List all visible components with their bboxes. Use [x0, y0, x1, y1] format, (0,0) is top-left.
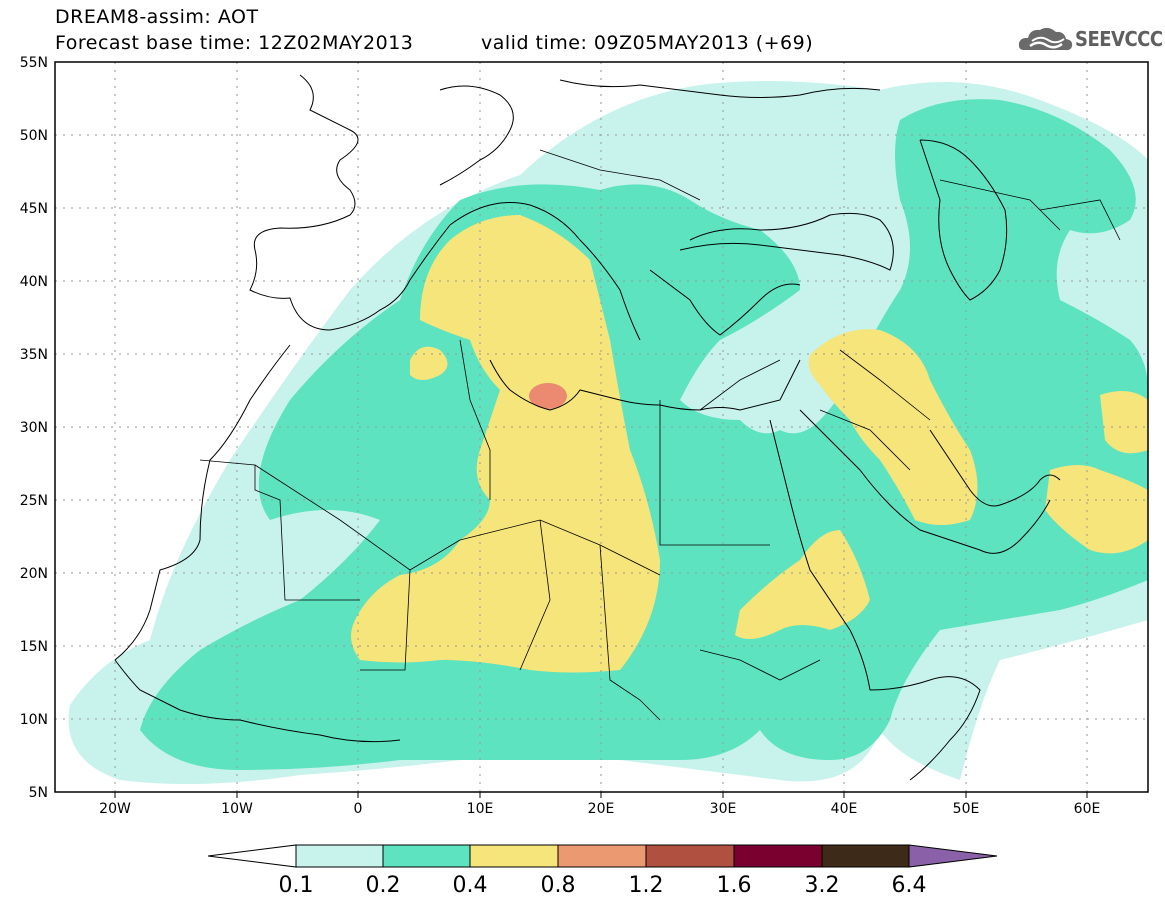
colorbar-label: 0.8: [541, 873, 576, 898]
lon-label: 20E: [588, 801, 615, 817]
lat-label: 5N: [29, 785, 48, 801]
aot-region-0.4-sudan: [735, 530, 870, 639]
map-grid: [55, 62, 1148, 792]
lon-label: 60E: [1074, 801, 1101, 817]
colorbar-label: 6.4: [892, 873, 927, 898]
aot-contours: [55, 62, 1148, 792]
coastlines: [114, 74, 1061, 781]
aot-region-0.4-arabia: [808, 329, 978, 525]
lat-label: 40N: [20, 274, 48, 290]
valid-time: valid time: 09Z05MAY2013 (+69): [481, 32, 814, 54]
aot-region-0.4-gulf: [1100, 391, 1148, 454]
country-borders: [199, 149, 1121, 721]
axis-ticks: [114, 792, 1088, 798]
colorbar-label: 0.1: [279, 873, 314, 898]
lon-label: 40E: [831, 801, 858, 817]
lon-label: 30E: [710, 801, 737, 817]
forecast-base-time: Forecast base time: 12Z02MAY2013: [55, 32, 414, 54]
colorbar-label: 3.2: [805, 873, 840, 898]
aot-region-0.4-west: [410, 346, 448, 380]
lon-labels: 20W 10W 0 10E 20E 30E 40E 50E 60E: [99, 801, 1100, 817]
lat-label: 55N: [20, 55, 48, 71]
lon-label: 20W: [99, 801, 131, 817]
lon-label: 10E: [467, 801, 494, 817]
colorbar-label: 0.2: [366, 873, 401, 898]
colorbar-segment: [645, 844, 735, 868]
colorbar-segment: [469, 844, 559, 868]
colorbar-segment: [557, 844, 647, 868]
lat-label: 15N: [20, 639, 48, 655]
lon-label: 50E: [953, 801, 980, 817]
colorbar-labels: 0.1 0.2 0.4 0.8 1.2 1.6 3.2 6.4: [279, 873, 927, 898]
lat-label: 10N: [20, 712, 48, 728]
colorbar-label: 1.2: [629, 873, 664, 898]
logo-text: SEEVCCC: [1075, 27, 1163, 51]
colorbar-label: 1.6: [717, 873, 752, 898]
lon-label: 0: [354, 801, 363, 817]
colorbar-segment: [207, 844, 297, 868]
lat-label: 50N: [20, 128, 48, 144]
lat-label: 30N: [20, 420, 48, 436]
lat-label: 35N: [20, 347, 48, 363]
seevccc-logo-icon: [1018, 27, 1073, 51]
colorbar-segment: [908, 844, 998, 868]
lon-label: 10W: [221, 801, 253, 817]
lat-label: 25N: [20, 493, 48, 509]
lat-label: 45N: [20, 201, 48, 217]
lat-labels: 55N 50N 45N 40N 35N 30N 25N 20N 15N 10N …: [20, 55, 48, 801]
aot-region-0.4-east: [1045, 465, 1148, 554]
colorbar-segment: [382, 844, 471, 868]
map-title: DREAM8-assim: AOT: [55, 6, 259, 28]
colorbar: [207, 844, 998, 868]
lat-label: 20N: [20, 566, 48, 582]
colorbar-label: 0.4: [453, 873, 488, 898]
colorbar-segment: [733, 844, 823, 868]
aot-region-0.8: [529, 383, 567, 409]
aot-region-0.4-central: [351, 215, 660, 673]
colorbar-segment: [821, 844, 910, 868]
colorbar-segment: [295, 844, 384, 868]
